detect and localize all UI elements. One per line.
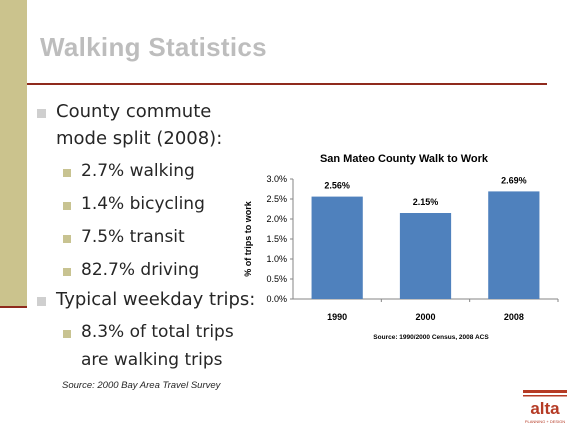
y-tick-label: 1.0% <box>266 254 287 264</box>
sub-bullet-bicycling: 1.4% bicycling <box>81 194 205 214</box>
y-tick-label: 2.0% <box>266 214 287 224</box>
chart-source-note: Source: 1990/2000 Census, 2008 ACS <box>373 334 489 341</box>
y-tick-label: 2.5% <box>266 194 287 204</box>
bullet-commute-line2: mode split (2008): <box>56 128 223 149</box>
y-tick-label: 0.5% <box>266 274 287 284</box>
bar-1990 <box>311 196 363 299</box>
title-divider <box>27 83 547 85</box>
left-accent-bar <box>0 0 27 308</box>
survey-source-note: Source: 2000 Bay Area Travel Survey <box>62 380 221 391</box>
sub-bullet-square-icon <box>63 235 71 243</box>
sub-bullet-total-line1: 8.3% of total trips <box>81 322 234 342</box>
bullet-square-icon <box>37 297 46 306</box>
y-tick-label: 3.0% <box>266 174 287 184</box>
y-axis-label: % of trips to work <box>243 200 253 276</box>
y-tick-label: 1.5% <box>266 234 287 244</box>
sub-bullet-square-icon <box>63 202 71 210</box>
bar-value-label: 2.15% <box>413 197 439 207</box>
sub-bullet-square-icon <box>63 268 71 276</box>
slide-title: Walking Statistics <box>40 32 267 62</box>
alta-logo: alta PLANNING + DESIGN <box>521 388 569 428</box>
sub-bullet-total-line2: are walking trips <box>81 350 223 370</box>
left-divider <box>0 306 27 308</box>
y-tick-label: 0.0% <box>266 294 287 304</box>
sub-bullet-square-icon <box>63 169 71 177</box>
bullet-commute-line1: County commute <box>56 101 212 122</box>
bar-value-label: 2.56% <box>324 181 350 191</box>
bar-value-label: 2.69% <box>501 175 527 185</box>
x-tick-label: 2008 <box>504 312 524 322</box>
walk-to-work-chart: San Mateo County Walk to Work % of trips … <box>238 146 560 346</box>
sub-bullet-walking: 2.7% walking <box>81 161 195 181</box>
x-tick-label: 1990 <box>327 312 347 322</box>
sub-bullet-driving: 82.7% driving <box>81 260 200 280</box>
bar-2008 <box>488 191 540 299</box>
alta-logo-icon: alta PLANNING + DESIGN <box>523 390 567 424</box>
sub-bullet-transit: 7.5% transit <box>81 227 185 247</box>
logo-text: alta <box>530 399 560 418</box>
bar-2000 <box>399 213 452 299</box>
bullet-square-icon <box>37 109 46 118</box>
logo-subtext: PLANNING + DESIGN <box>525 419 565 424</box>
sub-bullet-square-icon <box>63 330 71 338</box>
chart-svg: San Mateo County Walk to Work % of trips … <box>243 153 559 341</box>
x-tick-label: 2000 <box>415 312 435 322</box>
bullet-weekday-trips: Typical weekday trips: <box>56 289 256 310</box>
chart-title: San Mateo County Walk to Work <box>320 153 489 165</box>
